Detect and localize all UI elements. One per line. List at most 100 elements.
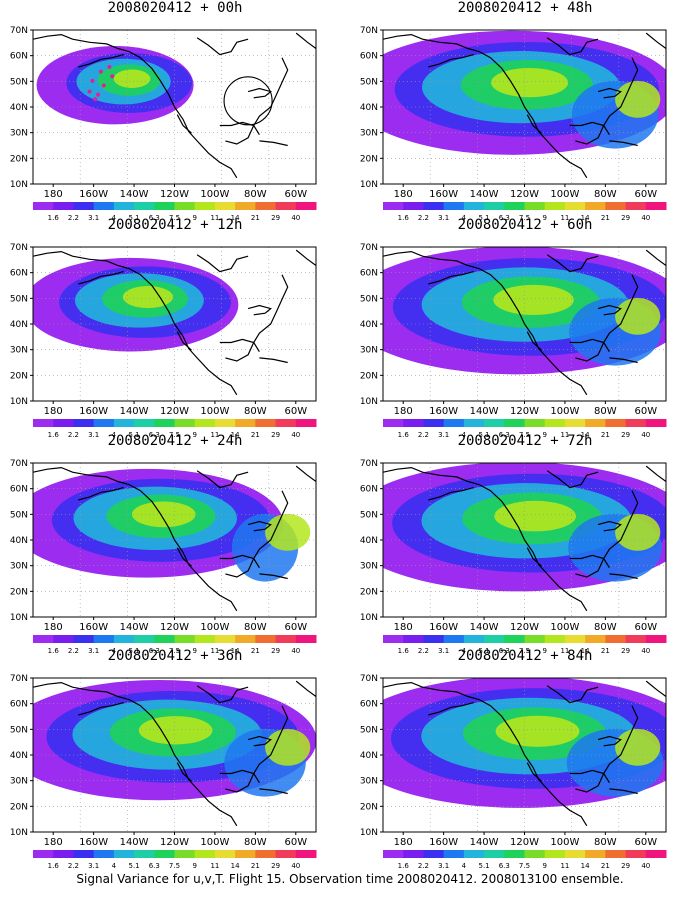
colorbar-swatch <box>235 635 256 643</box>
longitude-tick-label: 120W <box>510 406 539 417</box>
longitude-tick-label: 60W <box>284 189 307 200</box>
colorbar-swatch <box>605 635 627 643</box>
coastline <box>383 466 480 486</box>
colorbar-label: 21 <box>251 862 260 870</box>
coastline <box>196 685 249 704</box>
colorbar-swatch <box>504 635 525 643</box>
colorbar-label: 9 <box>542 862 546 870</box>
latitude-tick-label: 10N <box>360 613 378 623</box>
coastline <box>602 274 639 353</box>
panel-title: 2008020412 + 00h <box>107 0 243 16</box>
panel-title: 2008020412 + 84h <box>457 648 593 664</box>
coastline <box>128 699 238 827</box>
latitude-tick-label: 70N <box>360 243 378 253</box>
longitude-tick-label: 180 <box>44 622 63 633</box>
coastline <box>259 140 288 147</box>
colorbar-swatch <box>174 202 196 210</box>
colorbar-label: 2.2 <box>418 862 429 870</box>
coastline <box>609 573 638 580</box>
colorbar-label: 2.2 <box>68 431 79 439</box>
longitude-tick-label: 180 <box>394 622 413 633</box>
colorbar-label: 4 <box>112 862 117 870</box>
colorbar-swatch <box>134 635 155 643</box>
colorbar-label: 6.3 <box>499 647 510 655</box>
colorbar-swatch <box>605 202 627 210</box>
latitude-tick-label: 10N <box>360 828 378 838</box>
map-panel: 2008020412 + 24h 70N 60N 50N 40N 30N 20N 10N 180… <box>0 433 350 658</box>
colorbar-label: 3.1 <box>88 214 99 222</box>
latitude-tick-label: 50N <box>10 77 28 87</box>
latitude-tick-label: 40N <box>360 103 378 113</box>
colorbar-label: 3.1 <box>88 647 99 655</box>
latitude-tick-label: 70N <box>10 243 28 253</box>
coastline <box>247 304 272 316</box>
observation-point <box>93 97 98 102</box>
coastline <box>645 680 666 697</box>
colorbar-swatch <box>53 202 74 210</box>
colorbar-label: 29 <box>621 647 630 655</box>
coastline <box>383 681 480 701</box>
colorbar-label: 11 <box>210 214 219 222</box>
colorbar-label: 11 <box>210 647 219 655</box>
longitude-tick-label: 140W <box>470 189 499 200</box>
colorbar-swatch <box>295 419 317 427</box>
colorbar-label: 1.6 <box>398 647 410 655</box>
latitude-tick-label: 20N <box>10 371 28 381</box>
longitude-tick-label: 100W <box>550 622 579 633</box>
longitude-tick-label: 100W <box>200 406 229 417</box>
colorbar-swatch <box>423 850 445 858</box>
colorbar-label: 14 <box>581 214 590 222</box>
colorbar-label: 4 <box>462 862 467 870</box>
coastline <box>526 762 542 782</box>
coastline <box>176 762 192 782</box>
longitude-tick-label: 80W <box>594 406 617 417</box>
longitude-tick-label: 60W <box>634 622 657 633</box>
colorbar-label: 21 <box>601 647 610 655</box>
colorbar-swatch <box>154 419 175 427</box>
latitude-tick-label: 60N <box>10 52 28 62</box>
colorbar-swatch <box>113 202 135 210</box>
colorbar-swatch <box>625 850 647 858</box>
colorbar-label: 9 <box>192 214 196 222</box>
colorbar-swatch <box>443 850 465 858</box>
colorbar-label: 4 <box>112 647 117 655</box>
coastline <box>295 465 316 482</box>
colorbar-swatch <box>383 850 404 858</box>
coastline <box>478 699 588 827</box>
colorbar-label: 9 <box>192 431 196 439</box>
coastline <box>546 254 599 273</box>
colorbar-swatch <box>275 850 297 858</box>
longitude-tick-label: 100W <box>550 406 579 417</box>
colorbar-swatch <box>134 419 155 427</box>
coastline <box>383 250 480 270</box>
coastline <box>526 547 542 567</box>
colorbar-label: 5.1 <box>479 431 490 439</box>
map-plot: 70N 60N 50N 40N 30N 20N 10N 180 160W 140W 120W 100W… <box>10 674 317 870</box>
coastline <box>597 304 622 316</box>
panel-title: 2008020412 + 60h <box>457 217 593 233</box>
colorbar-label: 3.1 <box>438 214 449 222</box>
colorbar-label: 7.5 <box>169 647 180 655</box>
longitude-tick-label: 160W <box>429 189 458 200</box>
longitude-tick-label: 100W <box>550 837 579 848</box>
longitude-tick-label: 180 <box>394 837 413 848</box>
coastline <box>602 705 639 784</box>
colorbar-swatch <box>113 850 135 858</box>
longitude-tick-label: 180 <box>44 189 63 200</box>
colorbar-swatch <box>383 419 404 427</box>
latitude-tick-label: 60N <box>360 52 378 62</box>
colorbar-swatch <box>524 635 546 643</box>
longitude-tick-label: 160W <box>429 406 458 417</box>
coastline <box>597 520 622 532</box>
coastline <box>569 554 605 578</box>
coastline <box>176 547 192 567</box>
latitude-tick-label: 30N <box>10 346 28 356</box>
colorbar-label: 11 <box>560 214 569 222</box>
colorbar-swatch <box>504 419 525 427</box>
colorbar-swatch <box>484 419 505 427</box>
longitude-tick-label: 80W <box>244 622 267 633</box>
colorbar-swatch <box>33 635 54 643</box>
map-plot: 70N 60N 50N 40N 30N 20N 10N 180 160W 140W 120W 100W… <box>360 674 667 870</box>
latitude-tick-label: 20N <box>10 802 28 812</box>
colorbar-label: 40 <box>641 647 650 655</box>
